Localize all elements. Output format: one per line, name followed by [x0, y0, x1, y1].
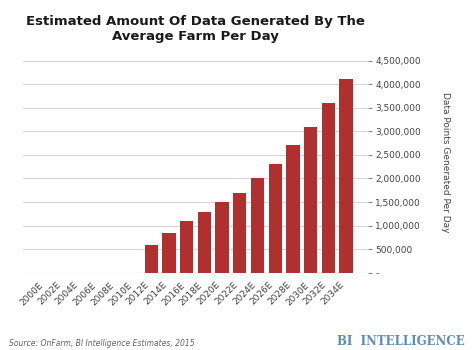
Bar — [162, 233, 175, 273]
Title: Estimated Amount Of Data Generated By The
Average Farm Per Day: Estimated Amount Of Data Generated By Th… — [26, 15, 365, 43]
Bar — [233, 193, 246, 273]
Bar — [180, 221, 193, 273]
Bar — [286, 146, 300, 273]
Text: Source: OnFarm, BI Intelligence Estimates, 2015: Source: OnFarm, BI Intelligence Estimate… — [9, 339, 195, 348]
Y-axis label: Data Points Generated Per Day: Data Points Generated Per Day — [440, 92, 449, 232]
Bar — [251, 178, 264, 273]
Bar — [145, 245, 158, 273]
Bar — [215, 202, 228, 273]
Text: BI  INTELLIGENCE: BI INTELLIGENCE — [337, 335, 465, 348]
Bar — [268, 164, 282, 273]
Bar — [339, 79, 353, 273]
Bar — [304, 127, 317, 273]
Bar — [198, 211, 211, 273]
Bar — [322, 103, 335, 273]
